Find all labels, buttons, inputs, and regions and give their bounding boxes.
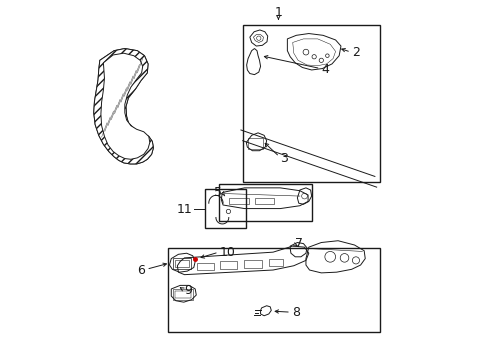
Bar <box>268 259 283 266</box>
Bar <box>167 248 380 332</box>
Bar <box>205 189 246 228</box>
Bar <box>247 138 263 149</box>
Bar <box>254 198 274 204</box>
Text: 10: 10 <box>219 246 235 258</box>
Text: 3: 3 <box>280 152 287 165</box>
Bar <box>219 184 312 221</box>
Text: 5: 5 <box>214 186 222 199</box>
Text: 8: 8 <box>291 306 299 319</box>
Bar <box>242 24 380 182</box>
Bar <box>173 258 190 269</box>
Polygon shape <box>94 49 153 164</box>
Bar <box>175 260 189 267</box>
Text: 6: 6 <box>137 264 145 276</box>
Text: 9: 9 <box>183 284 191 297</box>
Text: 1: 1 <box>274 6 282 19</box>
Bar <box>220 261 237 269</box>
Bar <box>197 263 214 270</box>
Text: 11: 11 <box>177 203 192 216</box>
Text: 4: 4 <box>321 63 328 76</box>
Bar <box>173 289 192 300</box>
Polygon shape <box>94 49 153 164</box>
Polygon shape <box>101 53 149 159</box>
Bar <box>175 291 190 298</box>
Bar <box>229 198 248 204</box>
Text: 7: 7 <box>294 237 302 250</box>
Bar <box>244 260 261 267</box>
Text: 2: 2 <box>351 46 359 59</box>
